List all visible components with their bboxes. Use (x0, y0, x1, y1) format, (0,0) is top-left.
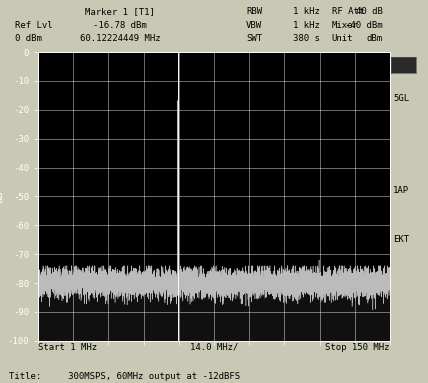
Text: Unit: Unit (332, 34, 353, 43)
Text: 14.0 MHz/: 14.0 MHz/ (190, 343, 238, 352)
Text: RF Att: RF Att (332, 7, 364, 16)
Text: Start 1 MHz: Start 1 MHz (38, 343, 97, 352)
Text: Stop 150 MHz: Stop 150 MHz (325, 343, 390, 352)
Text: -16.78 dBm: -16.78 dBm (93, 21, 147, 30)
Text: Title:     300MSPS, 60MHz output at -12dBFS: Title: 300MSPS, 60MHz output at -12dBFS (9, 372, 240, 381)
Text: Marker 1 [T1]: Marker 1 [T1] (85, 7, 155, 16)
Text: 60.12224449 MHz: 60.12224449 MHz (80, 34, 160, 43)
Text: SWT: SWT (246, 34, 262, 43)
Text: Ref Lvl: Ref Lvl (15, 21, 53, 30)
Text: 0 dBm: 0 dBm (15, 34, 42, 43)
Text: 1 kHz: 1 kHz (293, 7, 320, 16)
Text: 1 kHz: 1 kHz (293, 21, 320, 30)
Text: RBW: RBW (246, 7, 262, 16)
Text: Mixer: Mixer (332, 21, 359, 30)
Y-axis label: dB: dB (0, 190, 5, 203)
Text: VBW: VBW (246, 21, 262, 30)
Text: dBm: dBm (367, 34, 383, 43)
Text: 1AP: 1AP (393, 186, 410, 195)
Text: 5GL: 5GL (393, 94, 410, 103)
Text: 40 dB: 40 dB (356, 7, 383, 16)
Text: 380 s: 380 s (293, 34, 320, 43)
Text: -40 dBm: -40 dBm (345, 21, 383, 30)
Text: EKT: EKT (393, 235, 410, 244)
